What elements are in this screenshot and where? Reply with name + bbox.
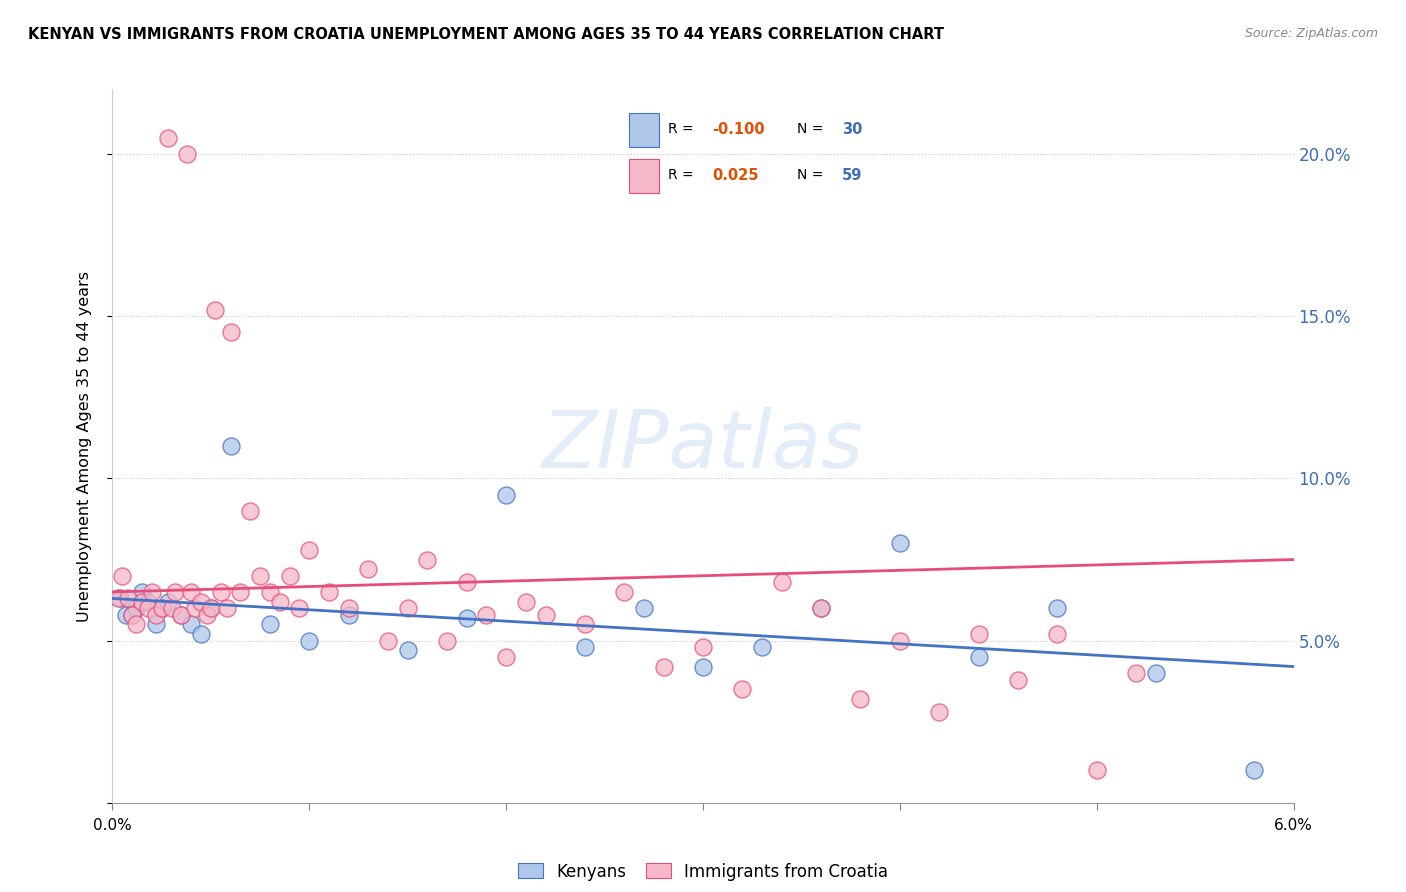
Point [165,585,187,599]
Point [456,575,478,590]
Point [1125,666,1147,681]
Point [849,692,872,706]
Point [337,607,360,622]
Point [770,575,793,590]
Point [170,607,193,622]
Text: 6.0%: 6.0% [1274,819,1313,833]
Point [239,504,262,518]
Point [176,147,198,161]
Point [928,705,950,719]
Point [889,633,911,648]
Point [1243,764,1265,778]
Point [219,439,242,453]
Point [125,601,148,615]
Text: KENYAN VS IMMIGRANTS FROM CROATIA UNEMPLOYMENT AMONG AGES 35 TO 44 YEARS CORRELA: KENYAN VS IMMIGRANTS FROM CROATIA UNEMPL… [28,27,943,42]
Point [810,601,832,615]
Point [298,633,321,648]
Y-axis label: Unemployment Among Ages 35 to 44 years: Unemployment Among Ages 35 to 44 years [77,270,91,622]
Point [259,585,281,599]
Point [160,601,183,615]
Point [180,585,202,599]
Point [156,595,179,609]
Point [967,627,990,641]
Point [652,659,675,673]
Text: ZIPatlas: ZIPatlas [541,407,865,485]
Point [515,595,537,609]
Point [131,595,153,609]
Point [692,640,714,654]
Point [156,131,179,145]
Text: Source: ZipAtlas.com: Source: ZipAtlas.com [1244,27,1378,40]
Point [377,633,399,648]
Point [967,649,990,664]
Point [190,627,212,641]
Point [337,601,360,615]
Point [170,607,193,622]
Point [115,607,138,622]
Point [298,542,321,557]
Point [136,601,159,615]
Point [436,633,458,648]
Point [318,585,340,599]
Point [121,607,143,622]
Point [107,591,129,606]
Point [1144,666,1167,681]
Point [1085,764,1108,778]
Point [731,682,754,697]
Point [495,649,517,664]
Point [190,595,212,609]
Point [1046,601,1069,615]
Point [117,591,139,606]
Point [495,488,517,502]
Point [613,585,636,599]
Point [125,617,148,632]
Point [396,643,419,657]
Point [259,617,281,632]
Point [751,640,773,654]
Point [416,552,439,566]
Point [215,601,238,615]
Point [200,601,222,615]
Point [145,607,167,622]
Point [141,585,163,599]
Point [1007,673,1029,687]
Point [110,591,132,606]
Point [209,585,232,599]
Point [456,611,478,625]
Point [396,601,419,615]
Point [136,595,159,609]
Point [249,568,271,582]
Point [219,326,242,340]
Point [145,617,167,632]
Point [269,595,291,609]
Legend: Kenyans, Immigrants from Croatia: Kenyans, Immigrants from Croatia [510,856,896,888]
Point [574,617,596,632]
Point [204,302,226,317]
Point [889,536,911,550]
Point [633,601,655,615]
Point [180,617,202,632]
Point [574,640,596,654]
Point [150,601,173,615]
Point [534,607,557,622]
Point [131,585,153,599]
Point [200,601,222,615]
Point [810,601,832,615]
Point [278,568,301,582]
Point [692,659,714,673]
Point [184,601,207,615]
Point [288,601,311,615]
Point [111,568,134,582]
Point [475,607,498,622]
Point [229,585,252,599]
Text: 0.0%: 0.0% [93,819,132,833]
Point [1046,627,1069,641]
Point [195,607,218,622]
Point [121,607,143,622]
Point [150,601,173,615]
Point [357,562,380,576]
